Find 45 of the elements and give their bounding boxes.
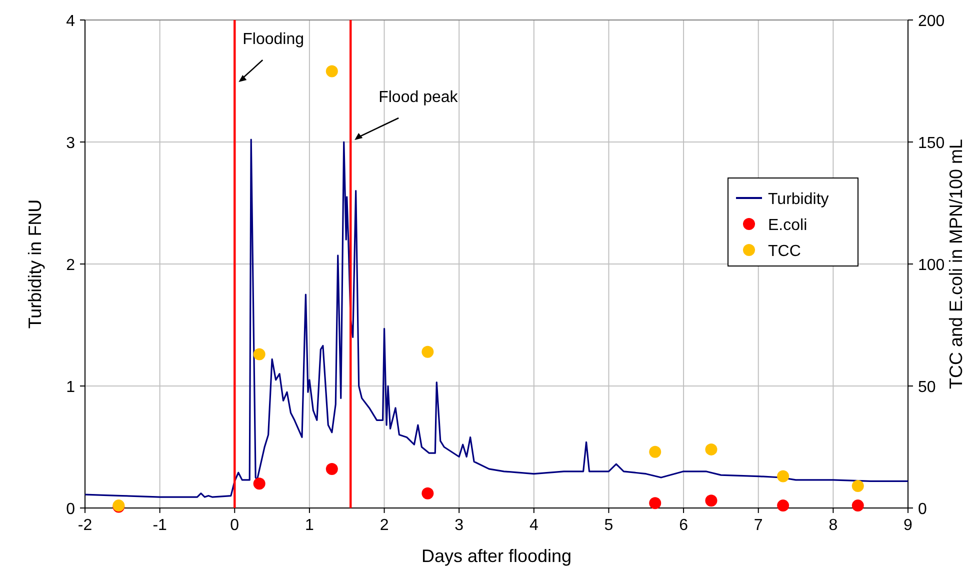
y2-tick-label: 100	[918, 257, 945, 274]
point	[326, 65, 338, 78]
y-tick-label: 4	[66, 13, 76, 30]
point	[852, 480, 864, 492]
ref-line-label: Flood peak	[378, 89, 459, 106]
x-tick-label: 1	[305, 517, 314, 534]
point	[422, 346, 434, 358]
x-tick-label: 8	[828, 517, 838, 534]
point	[852, 500, 864, 512]
point	[326, 462, 338, 475]
line-series	[84, 138, 909, 498]
x-tick-label: -2	[78, 517, 92, 534]
x-tick-label: 9	[904, 517, 913, 534]
y2-tick-label: 150	[918, 135, 945, 152]
y-tick-label: 0	[66, 501, 76, 518]
point	[422, 487, 434, 500]
point	[253, 348, 266, 360]
point	[253, 478, 266, 490]
x-axis-title: Days after flooding	[421, 546, 572, 566]
x-tick-label: 6	[679, 517, 688, 534]
y-axis-title: Turbidity in FNU	[25, 199, 45, 329]
x-tick-label: -1	[152, 517, 168, 534]
point	[777, 500, 790, 512]
y2-axis-title: TCC and E.coli in MPN/100 mL	[946, 138, 966, 390]
x-tick-label: 4	[529, 517, 538, 534]
ref-line-label: Flooding	[242, 31, 304, 48]
y2-tick-label: 50	[918, 379, 936, 396]
x-tick-label: 0	[230, 517, 240, 534]
x-tick-label: 2	[380, 517, 389, 534]
y-tick-label: 3	[66, 135, 76, 152]
point	[649, 497, 662, 510]
legend-label: E.coli	[768, 217, 808, 234]
point	[649, 446, 662, 458]
x-tick-label: 7	[754, 517, 763, 534]
point	[705, 494, 718, 507]
point	[777, 470, 790, 482]
y2-tick-label: 200	[918, 13, 945, 30]
y2-tick-label: 0	[918, 501, 927, 518]
x-tick-label: 3	[454, 517, 464, 534]
y-tick-label: 1	[66, 379, 76, 396]
legend-label: TCC	[768, 243, 801, 260]
x-tick-label: 5	[604, 517, 614, 534]
y-tick-label: 2	[66, 257, 76, 274]
point	[705, 443, 718, 456]
legend-label: Turbidity	[768, 191, 829, 208]
